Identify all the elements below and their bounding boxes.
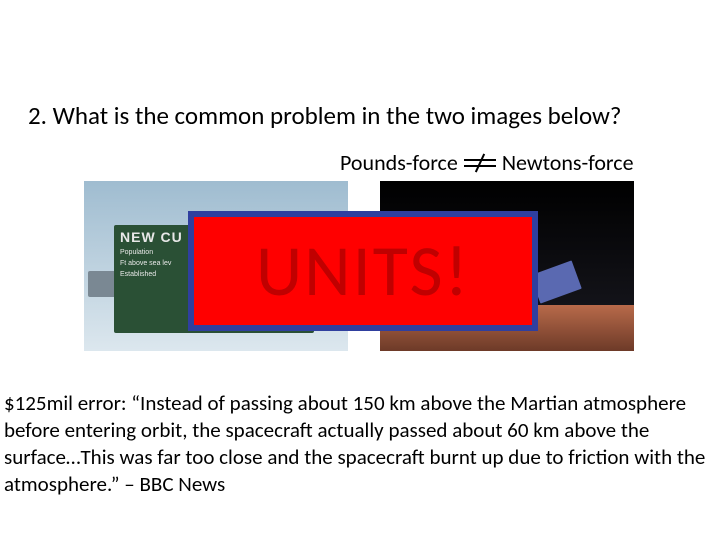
sign-car-icon: [88, 271, 116, 297]
not-equal-icon: [464, 155, 496, 171]
force-labels-row: Pounds-force Newtons-force: [340, 149, 634, 176]
newtons-force-label: Newtons-force: [502, 149, 634, 176]
units-text: UNITS!: [256, 227, 470, 315]
caption-text: $125mil error: “Instead of passing about…: [4, 390, 712, 498]
pounds-force-label: Pounds-force: [340, 149, 458, 176]
units-overlay: UNITS!: [188, 211, 538, 331]
slide: 2. What is the common problem in the two…: [0, 0, 720, 540]
question-text: 2. What is the common problem in the two…: [28, 100, 696, 131]
